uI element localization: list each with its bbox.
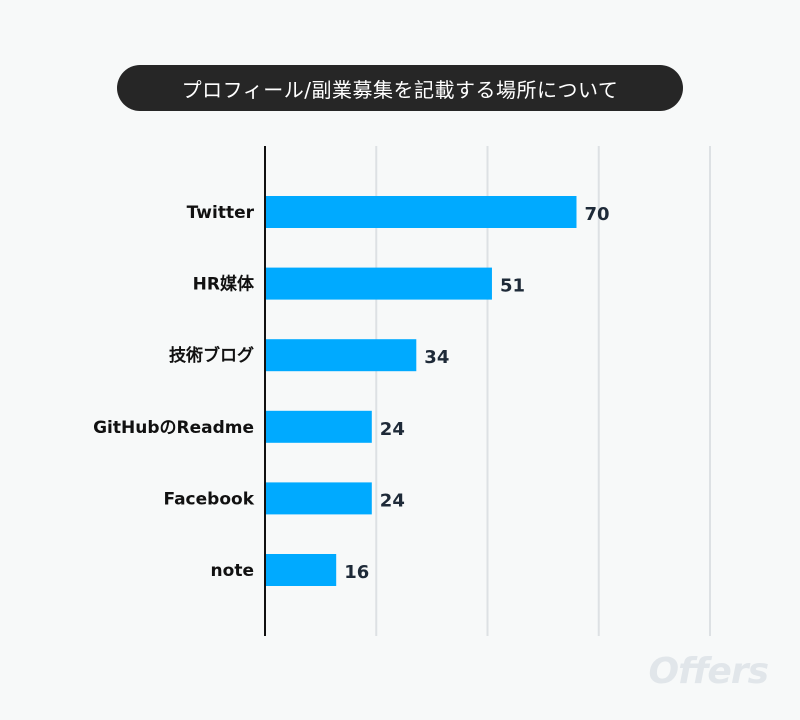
category-label: Twitter <box>187 203 255 223</box>
category-label: GitHubのReadme <box>93 418 254 438</box>
bar <box>265 554 337 586</box>
labels-layer: Twitter 70 HR媒体 51 技術ブログ 34 GitHubのReadme 24 Fac… <box>93 203 609 583</box>
category-label: HR媒体 <box>193 274 255 295</box>
value-label: 34 <box>424 347 449 368</box>
category-label: note <box>211 561 254 581</box>
bar <box>265 339 417 372</box>
bar <box>265 482 372 515</box>
chart-title: プロフィール/副業募集を記載する場所について <box>117 65 683 111</box>
value-label: 24 <box>380 490 405 511</box>
value-label: 70 <box>585 204 610 225</box>
bar <box>265 267 492 300</box>
bar <box>265 196 577 228</box>
value-label: 16 <box>344 562 369 583</box>
value-label: 51 <box>500 276 525 297</box>
value-label: 24 <box>380 419 405 440</box>
category-label: 技術ブログ <box>169 345 254 366</box>
bars-layer <box>265 196 577 586</box>
bar <box>265 410 372 443</box>
offers-watermark-logo: Offers <box>648 651 769 692</box>
category-label: Facebook <box>163 489 254 509</box>
